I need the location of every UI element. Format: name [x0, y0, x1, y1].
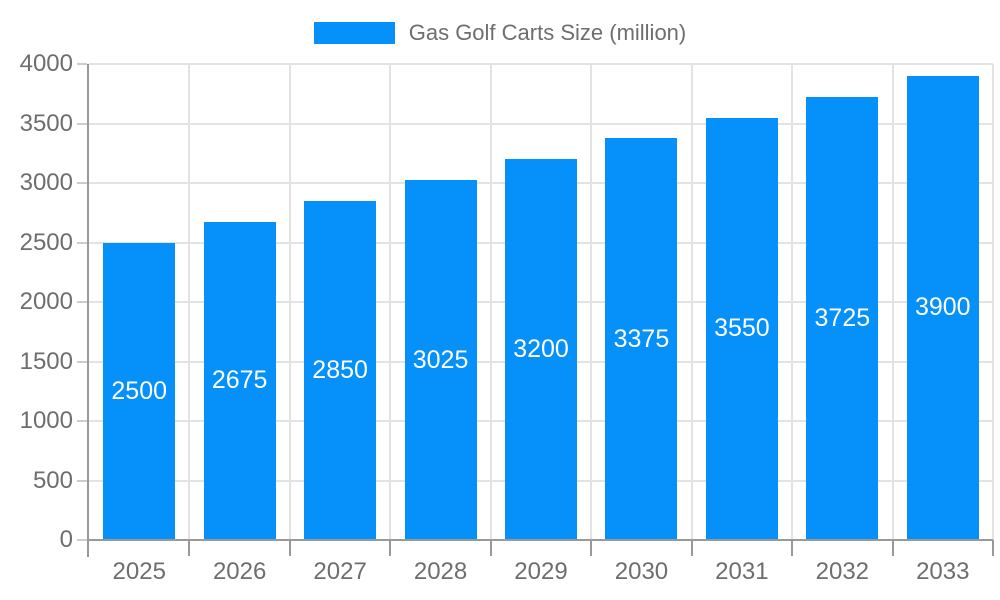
y-tick-mark: [77, 479, 87, 482]
plot-area: 0 500 1000 1500 2000 2500 3000 3500 4000 2500 2025…: [20, 52, 994, 584]
v-gridline: [288, 64, 291, 540]
x-tick-mark: [489, 540, 492, 556]
x-tick-mark: [288, 540, 291, 556]
y-tick-label: 1500: [19, 347, 73, 375]
v-gridline: [389, 64, 392, 540]
y-tick-mark: [77, 122, 87, 125]
y-tick-mark: [77, 301, 87, 303]
x-tick-label-2029: 2029: [514, 558, 568, 585]
x-tick-mark: [791, 540, 794, 556]
bar-value-label: 3375: [613, 324, 670, 353]
x-tick-label-2031: 2031: [715, 558, 769, 585]
bar-2026[interactable]: 2675: [203, 221, 276, 540]
x-tick-label-2026: 2026: [212, 558, 267, 585]
y-tick-label: 4000: [19, 50, 73, 77]
h-gridline: [89, 63, 993, 65]
x-tick-label-2032: 2032: [815, 558, 870, 585]
legend[interactable]: Gas Golf Carts Size (million): [0, 20, 1000, 46]
x-tick-label-2033: 2033: [916, 558, 970, 585]
bar-2031[interactable]: 3550: [705, 117, 778, 540]
x-tick-mark: [891, 540, 894, 556]
v-gridline: [489, 64, 492, 540]
y-tick-label: 3500: [19, 109, 73, 137]
bar-2028[interactable]: 3025: [404, 180, 477, 540]
v-gridline: [791, 64, 794, 540]
bar-value-label: 2850: [312, 355, 368, 384]
legend-swatch-icon: [313, 22, 395, 44]
x-tick-mark: [389, 540, 392, 556]
v-gridline: [690, 64, 693, 540]
y-tick-mark: [77, 241, 87, 244]
bar-2032[interactable]: 3725: [806, 96, 879, 540]
y-tick-mark: [77, 360, 87, 363]
y-tick-label: 0: [59, 526, 73, 553]
bar-value-label: 3725: [814, 303, 871, 332]
x-tick-mark: [992, 540, 994, 556]
bar-value-label: 3200: [513, 335, 569, 364]
x-tick-mark: [590, 540, 593, 556]
x-tick-label-2030: 2030: [614, 558, 669, 585]
x-tick-label-2027: 2027: [313, 558, 367, 585]
bar-value-label: 3900: [914, 293, 971, 322]
h-gridline: [89, 122, 993, 125]
y-tick-mark: [77, 63, 87, 65]
v-gridline: [992, 64, 994, 540]
y-tick-label: 500: [32, 466, 73, 494]
bar-value-label: 3025: [412, 345, 469, 374]
x-tick-mark: [188, 540, 191, 556]
x-tick-mark: [690, 540, 693, 556]
bar-value-label: 2500: [111, 376, 168, 405]
y-tick-label: 2500: [19, 228, 73, 256]
bar-2033[interactable]: 3900: [906, 75, 979, 540]
bar-2030[interactable]: 3375: [605, 138, 678, 540]
bar-value-label: 3550: [714, 314, 770, 343]
y-tick-label: 2000: [19, 288, 73, 315]
bar-2025[interactable]: 2500: [103, 242, 176, 540]
bar-value-label: 2675: [211, 366, 268, 395]
x-tick-label-2025: 2025: [112, 558, 166, 585]
y-axis-line: [87, 64, 89, 557]
v-gridline: [188, 64, 191, 540]
legend-label: Gas Golf Carts Size (million): [408, 20, 687, 45]
v-gridline: [891, 64, 894, 540]
x-tick-label-2028: 2028: [413, 558, 468, 585]
y-tick-label: 3000: [19, 169, 73, 196]
v-gridline: [590, 64, 593, 540]
y-tick-mark: [77, 182, 87, 184]
y-tick-label: 1000: [19, 407, 73, 434]
bar-2029[interactable]: 3200: [505, 159, 577, 540]
bar-2027[interactable]: 2850: [304, 200, 377, 540]
y-tick-mark: [77, 539, 87, 541]
x-axis-line: [87, 539, 993, 541]
y-tick-mark: [77, 420, 87, 422]
